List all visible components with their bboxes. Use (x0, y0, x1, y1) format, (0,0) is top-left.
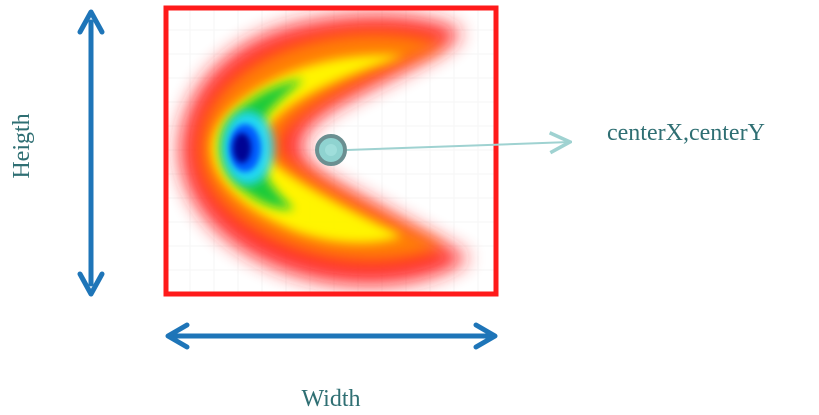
width-label: Width (301, 386, 361, 412)
center-pointer-arrow (346, 142, 570, 150)
heatmap-dark-core (233, 133, 251, 163)
heatmap-region (166, 8, 496, 294)
height-label: Heigth (9, 113, 35, 179)
double-headed-vertical-arrow-icon (77, 9, 105, 297)
double-headed-horizontal-arrow-icon (165, 322, 498, 350)
bounding-box-frame (163, 5, 499, 297)
height-dimension-arrow (77, 9, 105, 297)
center-coordinate-label: centerX,centerY (607, 120, 765, 146)
width-dimension-arrow (165, 322, 498, 350)
circle-marker-icon (325, 144, 337, 156)
